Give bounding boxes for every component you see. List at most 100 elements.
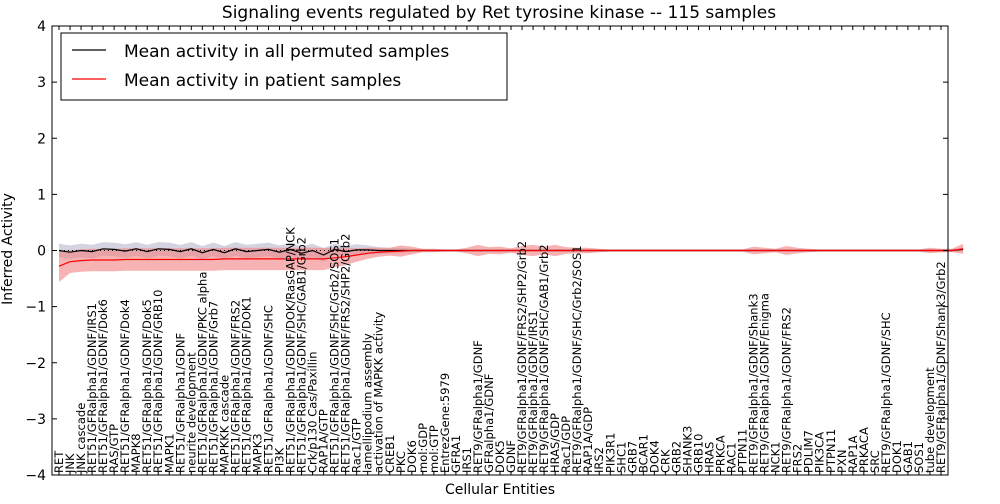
x-tick-label: lamellipodium assembly (361, 333, 375, 473)
y-tick-label: 1 (37, 187, 46, 203)
x-tick-label: RAP1A/GTP (317, 409, 331, 473)
patient-band (59, 243, 964, 282)
x-tick-label: RET51/GFRalpha1/GDNF/Dok6 (96, 299, 110, 473)
x-tick-label: tube development (923, 367, 937, 473)
x-tick-label: DOK4 (647, 440, 661, 473)
x-tick-label: MAPK3 (251, 433, 265, 473)
x-tick-label: RET (52, 450, 66, 473)
x-tick-label: RET51/GFRalpha1/GDNF (173, 333, 187, 473)
x-tick-label: RET51/GFRalpha1/GDNF/DOK1 (239, 296, 253, 473)
x-tick-label: GAB1 (901, 441, 915, 473)
x-tick-label: HRAS/GDP (548, 413, 562, 473)
x-tick-label: IRS1 (460, 447, 474, 473)
legend-label-permuted: Mean activity in all permuted samples (124, 42, 449, 62)
y-tick-label: −3 (25, 412, 46, 428)
legend-label-patient: Mean activity in patient samples (124, 71, 401, 91)
x-tick-label: GRB7 (625, 441, 639, 473)
x-tick-label: JNK (63, 453, 77, 474)
x-tick-label: RET9/GFRalpha1/GDNF/Shank3 (747, 293, 761, 473)
x-tick-label: neurite development (184, 352, 198, 473)
x-tick-label: RET51/GFRalpha1/GDNF/DOK/RasGAP/NCK (284, 227, 298, 473)
x-tick-label: RET51/GFRalpha1/GDNF/Grb7 (206, 301, 220, 473)
x-tick-label: RET51/GFRalpha1/GDNF/IRS1 (85, 303, 99, 473)
x-tick-label: HRAS (703, 442, 717, 473)
y-tick-label: −4 (25, 468, 46, 484)
x-tick-label: RET51/GFRalpha1/GDNF/FRS2 (228, 300, 242, 473)
x-tick-label: BCAR1 (636, 434, 650, 473)
x-tick-label: RET51/GFRalpha1/GDNF/SHC/Grb2/SOS1 (328, 238, 342, 473)
x-tick-label: RET51/GFRalpha1/GDNF/PKC alpha (195, 272, 209, 473)
x-tick-label: Rac1/GDP (559, 416, 573, 473)
x-tick-label: Crk/p130 Cas/Paxillin (306, 352, 320, 473)
x-tick-label: PTPN11 (824, 429, 838, 473)
x-tick-label: RET9/GFRalpha1/GDNF/Shank3/Grb2 (934, 261, 948, 473)
x-tick-label: GRB2 (669, 441, 683, 473)
x-tick-label: EntrezGene:5979 (438, 373, 452, 473)
x-tick-label: NCK1 (769, 442, 783, 474)
x-tick-label: RET9/GFRalpha1/GDNF/SHC (879, 312, 893, 473)
x-tick-label: RET9/GFRalpha1/GDNF/FRS2/SHP2/Grb2 (515, 241, 529, 473)
x-tick-label: MAPK8 (129, 433, 143, 473)
x-tick-label: GRB10 (692, 434, 706, 473)
y-axis-label: Inferred Activity (0, 193, 16, 305)
x-tick-label: GDNF (504, 440, 518, 473)
x-tick-label: FRS2 (791, 444, 805, 473)
x-tick-label: RET51/GFRalpha1/GDNF/Dok4 (118, 299, 132, 473)
x-tick-label: RET9/GFRalpha1/GDNF (471, 340, 485, 473)
x-tick-label: CREB1 (383, 435, 397, 474)
x-tick-label: PDLIM7 (802, 430, 816, 473)
x-tick-label: PIK3CA (813, 432, 827, 473)
x-tick-label: RAP1A/GDP (581, 407, 595, 473)
x-tick-label: MAPKKK cascade (217, 375, 231, 473)
y-tick-label: 3 (37, 75, 46, 91)
legend-box (60, 32, 508, 101)
x-tick-label: RET9/GFRalpha1/GDNF/IRS1 (526, 310, 540, 473)
y-tick-label: 2 (37, 131, 46, 147)
x-tick-label: RET51/GFRalpha1/GDNF/SHC (262, 305, 276, 473)
x-tick-label: GFRalpha1/GDNF (482, 374, 496, 473)
x-tick-label: RET51/GFRalpha1/GDNF/FRS2/SHP2/Grb2 (339, 234, 353, 473)
x-tick-label: DOK6 (405, 440, 419, 473)
x-tick-label: SOS1 (912, 442, 926, 473)
x-axis-label: Cellular Entities (445, 482, 555, 498)
x-tick-label: PXN (835, 450, 849, 473)
x-tick-label: RET9/GFRalpha1/GDNF/Enigma (758, 293, 772, 473)
x-tick-label: RET9/GFRalpha1/GDNF/SHC/GAB1/Grb2 (537, 244, 551, 473)
x-tick-label: JNK cascade (74, 403, 88, 474)
x-tick-label: GFRA1 (449, 435, 463, 473)
x-tick-label: PI3K (273, 447, 287, 473)
x-tick-label: PKC (394, 451, 408, 473)
x-tick-label: RET51/GFRalpha1/GDNF/GRB10 (151, 290, 165, 473)
x-tick-label: MAPK1 (162, 433, 176, 473)
y-tick-label: 0 (37, 244, 46, 260)
y-tick-label: 4 (37, 19, 46, 35)
x-tick-label: RAC1 (725, 442, 739, 473)
x-tick-label: RET9/GFRalpha1/GDNF/FRS2 (780, 307, 794, 473)
x-tick-label: mol:GTP (427, 425, 441, 473)
y-tick-label: −2 (25, 356, 46, 372)
x-tick-label: DOK1 (890, 440, 904, 473)
x-tick-label: DOK5 (493, 440, 507, 473)
x-tick-label: SHANK3 (680, 426, 694, 473)
x-tick-label: PRKACA (857, 427, 871, 473)
x-tick-label: PRKCA (714, 435, 728, 473)
x-tick-label: IRS2 (592, 447, 606, 473)
series-line-patient (58, 248, 964, 267)
x-tick-label: PTPN11 (736, 429, 750, 473)
x-tick-label: SHC1 (614, 442, 628, 473)
x-tick-label: mol:GDP (416, 423, 430, 473)
x-tick-label: RAS/GTP (107, 424, 121, 473)
x-tick-label: RET51/GFRalpha1/GDNF/Dok5 (140, 299, 154, 473)
x-tick-label: RAP1A (846, 435, 860, 473)
legend: Mean activity in all permuted samples Me… (60, 32, 508, 101)
x-tick-label: Rac1/GTP (350, 418, 364, 473)
x-tick-label: PIK3R1 (603, 433, 617, 474)
x-tick-label: activation of MAPKK activity (372, 312, 386, 473)
x-tick-label: RET9/GFRalpha1/GDNF/SHC/Grb2/SOS1 (570, 245, 584, 473)
x-tick-label: CRK (658, 449, 672, 473)
chart-title: Signaling events regulated by Ret tyrosi… (222, 3, 776, 23)
x-tick-label: RET51/GFRalpha1/GDNF/SHC/GAB1/Grb2 (295, 237, 309, 473)
